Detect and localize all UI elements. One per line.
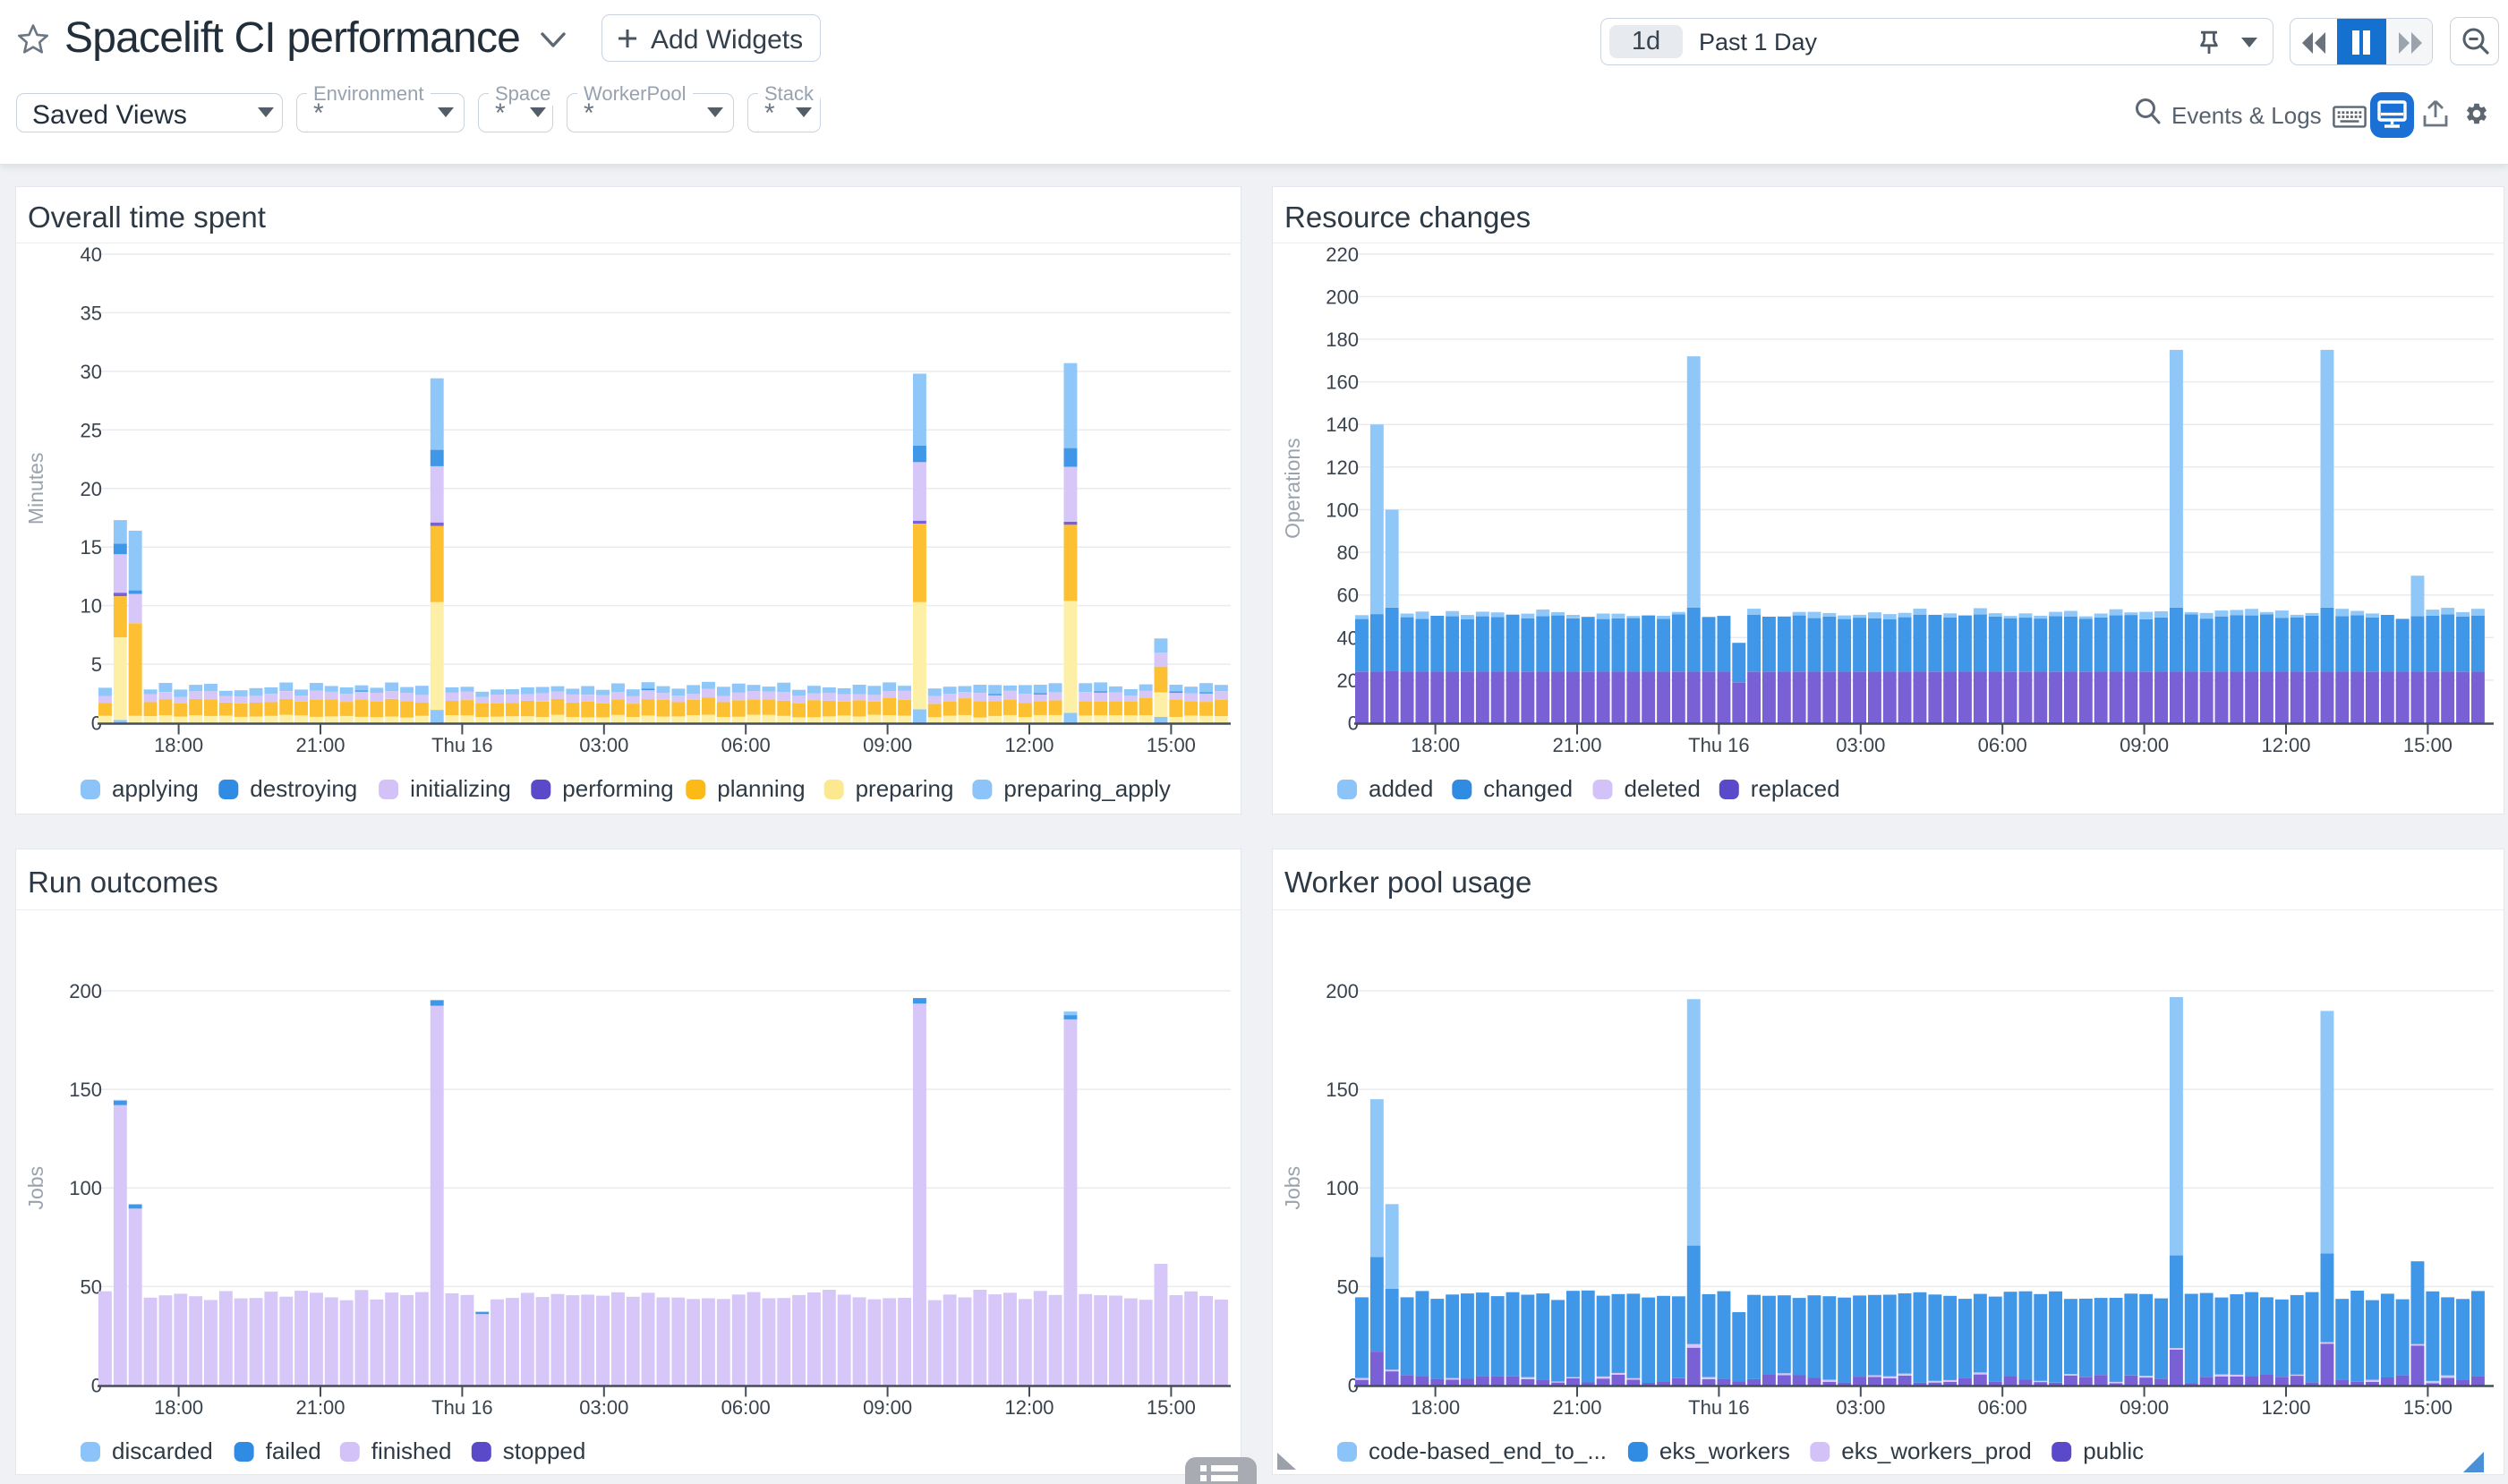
svg-text:Jobs: Jobs [24,1166,47,1210]
svg-text:09:00: 09:00 [2120,734,2169,756]
svg-text:Thu 16: Thu 16 [431,734,493,756]
svg-text:03:00: 03:00 [579,1396,628,1419]
svg-text:06:00: 06:00 [1978,734,2027,756]
svg-text:160: 160 [1326,371,1359,394]
svg-text:140: 140 [1326,414,1359,436]
svg-text:03:00: 03:00 [1836,734,1885,756]
svg-text:06:00: 06:00 [721,1396,771,1419]
svg-text:21:00: 21:00 [295,1396,345,1419]
svg-text:added: added [1369,775,1433,802]
svg-text:replaced: replaced [1751,775,1840,802]
svg-text:180: 180 [1326,328,1359,351]
svg-text:eks_workers: eks_workers [1659,1437,1790,1464]
svg-text:finished: finished [371,1437,452,1464]
svg-text:Thu 16: Thu 16 [431,1396,493,1419]
svg-text:60: 60 [1337,584,1359,607]
svg-text:40: 40 [1337,627,1359,649]
svg-text:10: 10 [81,595,102,618]
svg-text:12:00: 12:00 [1004,1396,1054,1419]
svg-text:200: 200 [69,980,102,1002]
svg-text:Thu 16: Thu 16 [1688,1396,1750,1419]
svg-text:12:00: 12:00 [2261,734,2310,756]
svg-text:50: 50 [81,1275,102,1298]
svg-text:initializing: initializing [410,775,511,802]
svg-text:Minutes: Minutes [24,453,47,525]
svg-text:15:00: 15:00 [1147,734,1196,756]
svg-text:18:00: 18:00 [1411,734,1460,756]
svg-text:preparing: preparing [856,775,954,802]
svg-text:12:00: 12:00 [2261,1396,2310,1419]
svg-text:40: 40 [81,243,102,266]
svg-text:12:00: 12:00 [1004,734,1054,756]
svg-text:discarded: discarded [112,1437,213,1464]
svg-text:21:00: 21:00 [1552,1396,1601,1419]
svg-text:15: 15 [81,536,102,559]
svg-text:18:00: 18:00 [154,734,203,756]
svg-text:35: 35 [81,302,102,324]
svg-text:destroying: destroying [250,775,357,802]
svg-text:Operations: Operations [1281,438,1304,539]
svg-text:100: 100 [1326,1177,1359,1199]
svg-text:applying: applying [112,775,199,802]
svg-text:200: 200 [1326,286,1359,308]
svg-text:eks_workers_prod: eks_workers_prod [1841,1437,2031,1464]
svg-text:stopped: stopped [503,1437,586,1464]
svg-text:03:00: 03:00 [1836,1396,1885,1419]
svg-text:06:00: 06:00 [1978,1396,2027,1419]
svg-text:220: 220 [1326,243,1359,266]
svg-text:failed: failed [266,1437,321,1464]
svg-text:deleted: deleted [1625,775,1701,802]
svg-text:80: 80 [1337,542,1359,564]
svg-text:public: public [2083,1437,2144,1464]
svg-text:21:00: 21:00 [1552,734,1601,756]
svg-text:15:00: 15:00 [2403,734,2453,756]
svg-text:03:00: 03:00 [579,734,628,756]
svg-text:150: 150 [69,1079,102,1101]
svg-text:Jobs: Jobs [1281,1166,1304,1210]
svg-text:25: 25 [81,419,102,441]
svg-text:100: 100 [1326,499,1359,521]
svg-text:21:00: 21:00 [295,734,345,756]
svg-text:30: 30 [81,361,102,383]
svg-text:18:00: 18:00 [154,1396,203,1419]
svg-text:preparing_apply: preparing_apply [1003,775,1170,802]
svg-text:20: 20 [81,478,102,500]
svg-text:150: 150 [1326,1079,1359,1101]
svg-text:Thu 16: Thu 16 [1688,734,1750,756]
svg-text:18:00: 18:00 [1411,1396,1460,1419]
svg-text:50: 50 [1337,1275,1359,1298]
svg-text:planning: planning [717,775,805,802]
svg-text:20: 20 [1337,670,1359,692]
svg-text:120: 120 [1326,456,1359,479]
svg-text:09:00: 09:00 [863,734,912,756]
svg-text:code-based_end_to_...: code-based_end_to_... [1369,1437,1607,1464]
svg-text:06:00: 06:00 [721,734,771,756]
svg-text:changed: changed [1483,775,1573,802]
svg-text:09:00: 09:00 [863,1396,912,1419]
svg-text:15:00: 15:00 [1147,1396,1196,1419]
svg-text:15:00: 15:00 [2403,1396,2453,1419]
svg-text:09:00: 09:00 [2120,1396,2169,1419]
svg-text:performing: performing [562,775,673,802]
svg-text:200: 200 [1326,980,1359,1002]
svg-text:5: 5 [91,653,102,676]
svg-text:100: 100 [69,1177,102,1199]
